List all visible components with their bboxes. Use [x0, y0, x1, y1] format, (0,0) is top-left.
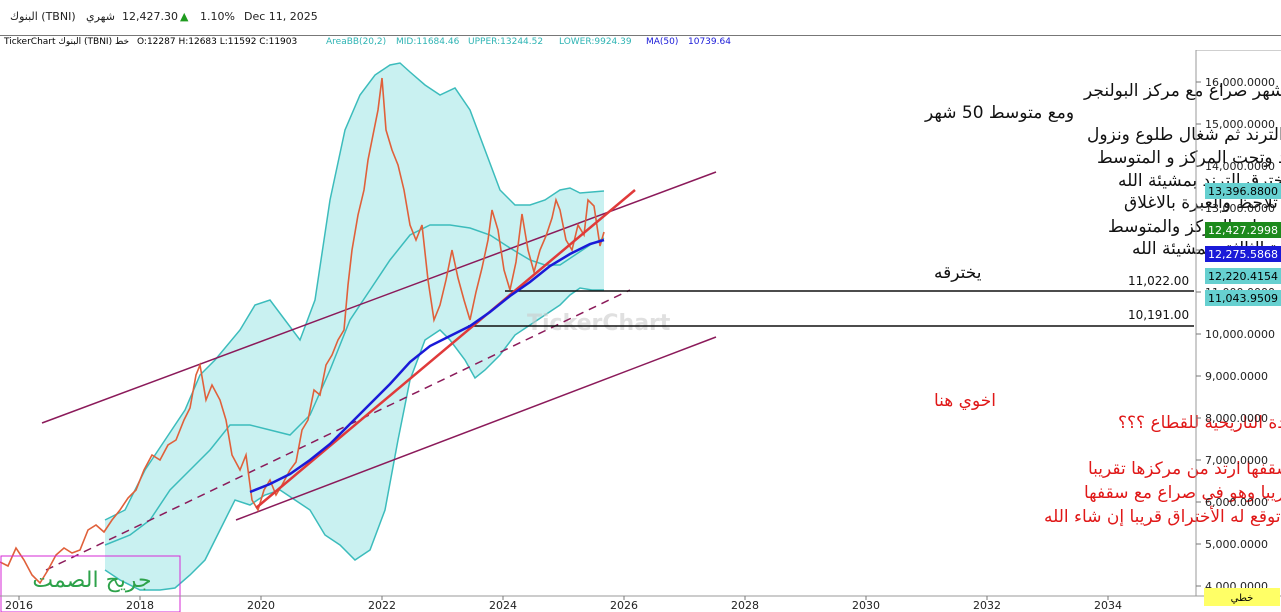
channel-upper-line	[41, 171, 717, 424]
bollinger-lower-line	[104, 287, 604, 591]
red-annotation-text: اخوي هنا لماذا لم ترسم القناة الصاعدة الت…	[934, 391, 1281, 527]
symbol-name[interactable]: البنوك (TBNI)	[10, 10, 76, 23]
price-tags: 13,396.8800 12,427.2998 12,275.5868 12,220.…	[1205, 183, 1281, 306]
x-tick-label: 2026	[610, 599, 638, 612]
price-tag-box	[1205, 246, 1281, 262]
y-tick-label: 5,000.0000	[1205, 538, 1268, 551]
signature-box	[0, 555, 181, 612]
channel-lower-line	[235, 336, 717, 521]
price-tag-label: 11,043.9509	[1208, 292, 1278, 305]
red-annotation-line: ومن سنتين تقريبا وهو في صراع مع سقفها	[1084, 483, 1281, 503]
legend-source: TickerChart البنوك (TBNI) خط	[4, 37, 130, 47]
legend-ma-value: 10739.64	[688, 37, 731, 47]
price-tag-box	[1205, 222, 1281, 238]
y-tick-label: 15,000.0000	[1205, 118, 1275, 131]
change-up-arrow: ▲	[180, 10, 189, 23]
black-annotation-line: فوق الترند وتحت المركز و المتوسط	[1097, 148, 1281, 168]
bollinger-upper-line	[104, 62, 605, 521]
black-annotation-line: لاحظ كسر الترند ثم شغال طلوع ونزول	[1087, 125, 1281, 145]
x-tick-label: 2020	[247, 599, 275, 612]
y-tick-label: 16,000.0000	[1205, 76, 1275, 89]
x-tick-label: 2018	[126, 599, 154, 612]
price-tag-label: 13,396.8800	[1208, 185, 1278, 198]
price-tag-box	[1205, 290, 1281, 306]
period-label[interactable]: شهري	[86, 10, 115, 23]
change-percent: 1.10%	[200, 10, 235, 23]
scale-mode-label[interactable]: خطي	[1231, 593, 1254, 604]
scale-mode-box[interactable]	[1204, 588, 1280, 606]
red-trend-line	[255, 189, 636, 509]
x-tick-label: 2030	[852, 599, 880, 612]
red-annotation-line: لاحظ بعد كسر سقفها ارتد من مركزها تقريبا	[1088, 459, 1281, 479]
legend-bb-upper: UPPER:13244.52	[468, 37, 544, 47]
legend-ma-name: MA(50)	[646, 37, 679, 47]
black-annotation-line: ومع متوسط 50 شهر	[924, 103, 1074, 123]
x-tick-label: 2034	[1094, 599, 1122, 612]
watermark: TickerChart	[527, 311, 671, 336]
price-line	[0, 77, 605, 585]
x-tick-label: 2032	[973, 599, 1001, 612]
black-annotation-line: يخترقه	[934, 263, 982, 283]
black-annotation-line: من سبع اشهر صراع مع مركز البولنجر	[1083, 81, 1281, 101]
signature-logo-text: جريح الصمت	[32, 568, 151, 593]
red-annotation-line: اخوي هنا	[934, 391, 996, 411]
price-tag-label: 12,427.2998	[1208, 224, 1278, 237]
bollinger-mid-line	[104, 224, 605, 546]
y-tick-label: 9,000.0000	[1205, 370, 1268, 383]
x-tick-label: 2016	[5, 599, 33, 612]
channel-mid-dashed-line	[45, 289, 631, 571]
y-tick-label: 8,000.0000	[1205, 412, 1268, 425]
price-tag-box	[1205, 268, 1281, 284]
y-tick-label: 13,000.0000	[1205, 202, 1275, 215]
ma50-line	[249, 238, 605, 494]
price-tag-box	[1205, 183, 1281, 199]
indicator-legend: TickerChart البنوك (TBNI) خط O:12287 H:1…	[0, 35, 1281, 51]
price-tag-label: 12,275.5868	[1208, 248, 1278, 261]
top-info-bar: البنوك (TBNI) شهري 12,427.30 ▲ 1.10% Dec…	[0, 0, 1281, 34]
level-label-10191: 10,191.00	[1128, 308, 1189, 322]
red-annotation-line: لماذا لم ترسم القناة الصاعدة التاريخية ل…	[1118, 413, 1281, 433]
price-tag-label: 12,220.4154	[1208, 270, 1278, 283]
legend-bb-lower: LOWER:9924.39	[559, 37, 632, 47]
x-tick-label: 2022	[368, 599, 396, 612]
level-label-11022: 11,022.00	[1128, 274, 1189, 288]
quote-date: Dec 11, 2025	[244, 10, 318, 23]
y-tick-label: 6,000.0000	[1205, 496, 1268, 509]
price-chart[interactable]: TickerChart 11,022.00 10,191.00 جريح الص…	[0, 50, 1281, 612]
legend-bb-name: AreaBB(20,2)	[326, 37, 387, 47]
last-price: 12,427.30	[122, 10, 178, 23]
y-tick-label: 14,000.0000	[1205, 160, 1275, 173]
x-tick-label: 2024	[489, 599, 517, 612]
bollinger-band-area	[105, 63, 604, 590]
red-annotation-line: اتوقع له الأختراق قريبا إن شاء الله	[1044, 506, 1281, 527]
y-tick-label: 7,000.0000	[1205, 454, 1268, 467]
x-tick-label: 2028	[731, 599, 759, 612]
legend-bb-mid: MID:11684.46	[396, 37, 460, 47]
legend-ohlc: O:12287 H:12683 L:11592 C:11903	[137, 37, 298, 47]
y-tick-label: 10,000.0000	[1205, 328, 1275, 341]
x-axis: 2016 2018 2020 2022 2024 2026 2028 2030 2032 2034	[5, 596, 1122, 612]
